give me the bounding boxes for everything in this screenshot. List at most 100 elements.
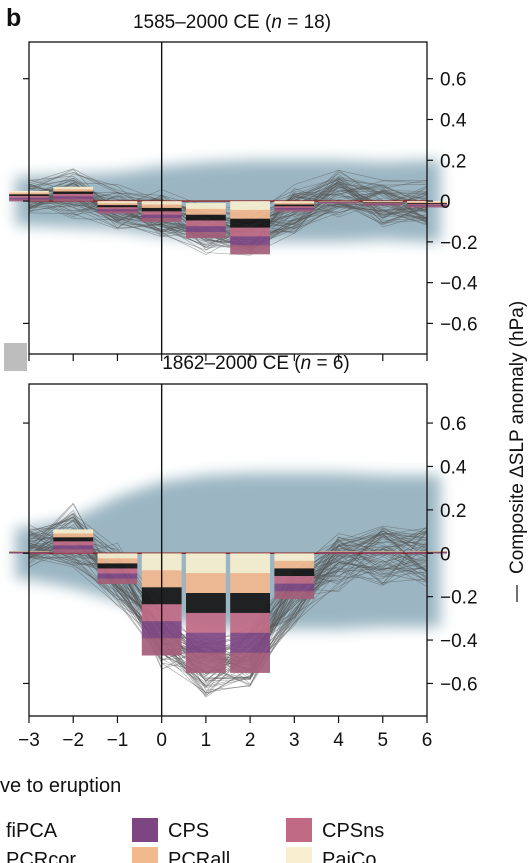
bar-stripe bbox=[274, 560, 315, 569]
composite-bar bbox=[97, 553, 138, 584]
panel-bottom: 1862–2000 CE (n = 6) 0.6 0.4 0.2 0 −0.2 −0.4 −… bbox=[4, 343, 478, 751]
legend-swatch bbox=[286, 847, 312, 863]
bar-stripe bbox=[186, 220, 226, 227]
member-line bbox=[28, 517, 428, 678]
member-line bbox=[28, 189, 428, 237]
bar-stripe bbox=[186, 203, 226, 210]
legend-swatch bbox=[132, 847, 158, 863]
legend-label: PCRall bbox=[168, 849, 230, 863]
legend-swatch bbox=[286, 818, 312, 842]
y-tick-label: 0.4 bbox=[440, 110, 467, 131]
member-line bbox=[28, 169, 428, 223]
bar-stripe bbox=[274, 204, 315, 207]
y-tick-label: −0.6 bbox=[440, 674, 478, 695]
bar-stripe bbox=[230, 236, 270, 246]
composite-bar bbox=[274, 201, 315, 212]
composite-bar bbox=[186, 203, 226, 239]
y-tick-label: −0.4 bbox=[440, 274, 478, 295]
bar-stripe bbox=[186, 226, 226, 233]
member-line bbox=[28, 172, 428, 232]
member-line bbox=[28, 192, 428, 248]
bar-stripe bbox=[53, 189, 94, 192]
member-line bbox=[28, 183, 428, 219]
bar-stripe bbox=[362, 203, 403, 205]
legend-item: PCRall bbox=[132, 847, 230, 863]
member-line bbox=[28, 172, 428, 241]
bar-stripe bbox=[53, 537, 94, 542]
bar-stripe bbox=[274, 583, 315, 592]
bar-stripe bbox=[230, 245, 270, 255]
member-line bbox=[28, 527, 428, 691]
plot-frame bbox=[28, 383, 428, 717]
plot-frame bbox=[28, 41, 428, 355]
bar-stripe bbox=[97, 553, 138, 559]
composite-bar bbox=[53, 529, 94, 554]
panel-bottom-title: 1862–2000 CE (n = 6) bbox=[162, 353, 350, 374]
bar-stripe bbox=[97, 558, 138, 564]
member-line bbox=[28, 515, 428, 676]
bar-stripe bbox=[186, 593, 226, 614]
member-line bbox=[28, 532, 428, 698]
bar-stripe bbox=[362, 551, 403, 553]
member-line bbox=[28, 517, 428, 654]
x-tick-label: 0 bbox=[156, 730, 167, 751]
bar-stripe bbox=[230, 201, 270, 211]
bar-stripe bbox=[362, 551, 403, 553]
bar-stripe bbox=[186, 208, 226, 215]
bar-stripe bbox=[274, 591, 315, 600]
bar-stripe bbox=[362, 201, 403, 203]
bar-stripe bbox=[230, 632, 270, 653]
x-tick-label: 6 bbox=[422, 730, 433, 751]
bar-stripe bbox=[186, 632, 226, 653]
bar-stripe bbox=[230, 573, 270, 594]
bar-stripe bbox=[318, 551, 359, 553]
bar-stripe bbox=[230, 227, 270, 237]
bar-stripe bbox=[186, 652, 226, 673]
legend-item: fiPCA bbox=[6, 820, 58, 842]
bar-stripe bbox=[53, 541, 94, 546]
x-tick-label: 2 bbox=[245, 730, 256, 751]
member-line bbox=[28, 503, 428, 680]
y-tick-label: 0.2 bbox=[440, 151, 466, 172]
composite-bar bbox=[53, 186, 94, 202]
bar-stripe bbox=[97, 573, 138, 579]
bar-stripe bbox=[274, 202, 315, 205]
bar-stripe bbox=[97, 563, 138, 569]
bar-stripe bbox=[274, 553, 315, 562]
bar-stripe bbox=[53, 196, 94, 199]
bar-stripe bbox=[230, 209, 270, 219]
bar-stripe bbox=[274, 568, 315, 577]
bar-stripe bbox=[230, 593, 270, 614]
bar-stripe bbox=[318, 552, 359, 554]
member-line bbox=[28, 533, 428, 694]
y-tick-label: 0.6 bbox=[440, 70, 466, 91]
member-line bbox=[28, 179, 428, 220]
composite-bar bbox=[318, 551, 359, 554]
legend-label: CPS bbox=[168, 820, 209, 842]
bar-stripe bbox=[97, 207, 138, 210]
bar-stripe bbox=[362, 552, 403, 554]
x-tick-label: 1 bbox=[201, 730, 212, 751]
bar-stripe bbox=[186, 612, 226, 634]
bar-stripe bbox=[362, 203, 403, 205]
bar-stripe bbox=[230, 218, 270, 228]
x-axis: −3 −2 −1 0 1 2 3 4 5 6 bbox=[18, 716, 432, 751]
bar-stripe bbox=[97, 203, 138, 206]
bar-stripe bbox=[362, 552, 403, 554]
y-tick-label: 0.4 bbox=[440, 457, 467, 478]
panel-top-title: 1585–2000 CE (n = 18) bbox=[133, 12, 331, 33]
bar-stripe bbox=[53, 549, 94, 554]
x-tick-label: −3 bbox=[18, 730, 40, 751]
panel-marker bbox=[4, 343, 27, 371]
bar-stripe bbox=[318, 201, 359, 203]
member-line bbox=[28, 502, 428, 662]
x-tick-label: −1 bbox=[107, 730, 129, 751]
y-tick-label: 0.6 bbox=[440, 414, 466, 435]
bar-stripe bbox=[53, 198, 94, 202]
bar-stripe bbox=[318, 202, 359, 204]
bar-stripe bbox=[274, 206, 315, 209]
bar-stripe bbox=[97, 211, 138, 214]
x-axis-label: ve to eruption bbox=[0, 775, 121, 797]
member-line bbox=[28, 541, 428, 669]
bar-stripe bbox=[186, 214, 226, 221]
